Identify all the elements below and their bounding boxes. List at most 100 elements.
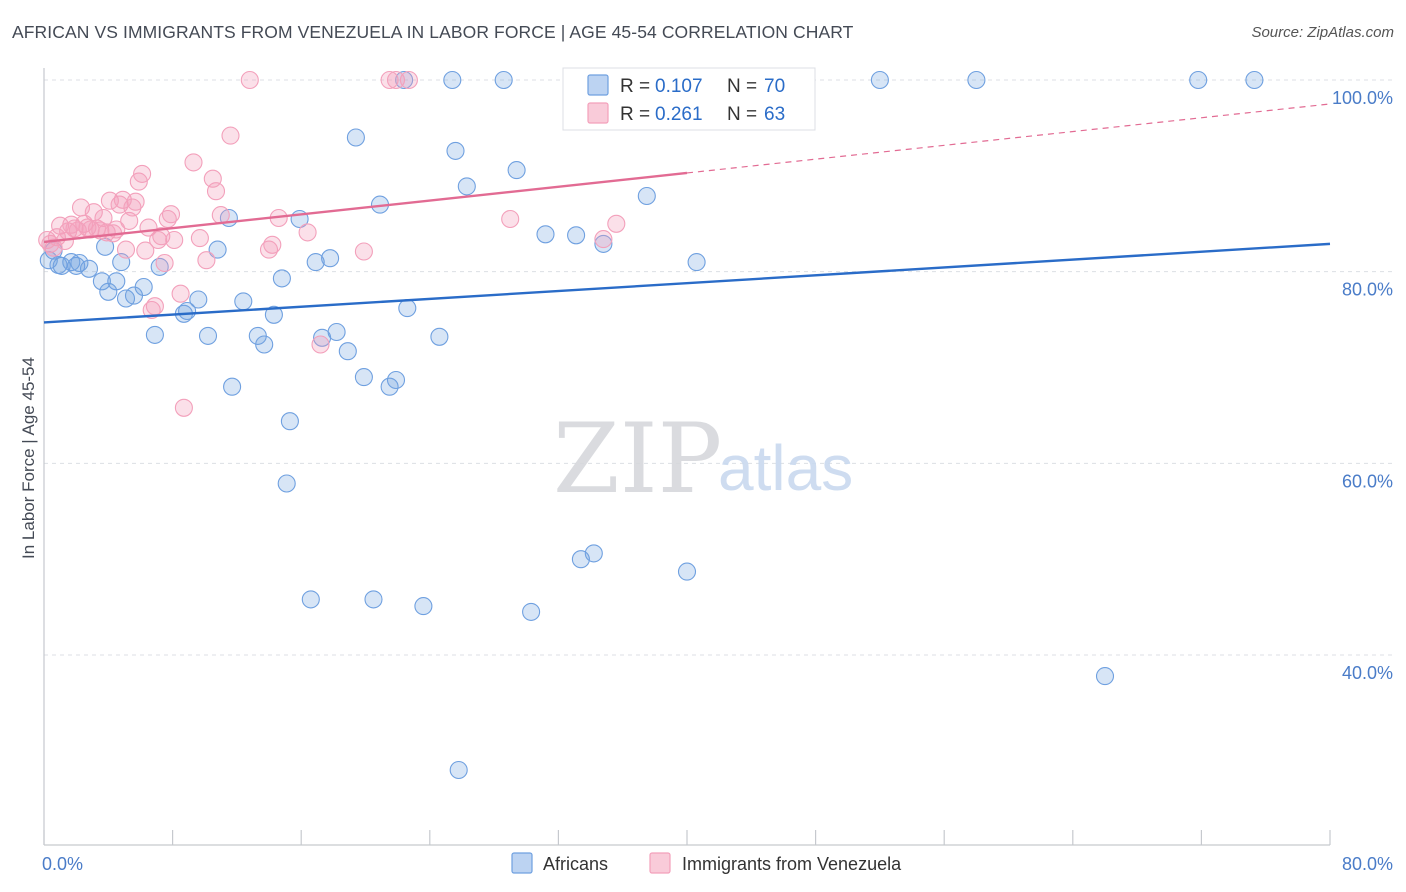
grid-lines <box>44 79 1393 656</box>
africans-point-69 <box>134 277 153 297</box>
africans-point-64 <box>1245 70 1264 90</box>
chart-title: AFRICAN VS IMMIGRANTS FROM VENEZUELA IN … <box>12 22 854 42</box>
venezuela-point-58 <box>399 70 418 90</box>
africans-point-36 <box>364 590 383 609</box>
africans-point-66 <box>49 255 68 275</box>
venezuela-point-48 <box>221 126 240 145</box>
bottom-legend-swatch-venezuela <box>649 852 671 874</box>
y-axis-title: In Labor Force | Age 45-54 <box>19 357 38 559</box>
africans-point-39 <box>386 370 406 390</box>
africans-point-50 <box>522 602 541 621</box>
legend-swatch-venezuela <box>587 102 609 124</box>
africans-point-34 <box>346 128 365 147</box>
venezuela-point-40 <box>171 284 190 303</box>
venezuela-point-59 <box>501 209 520 229</box>
x-tick-label-min: 0.0% <box>42 854 83 874</box>
africans-point-29 <box>306 253 325 272</box>
africans-point-44 <box>443 70 462 90</box>
watermark-atlas: atlas <box>718 432 853 504</box>
africans-point-47 <box>457 177 476 196</box>
africans-point-55 <box>594 234 613 253</box>
bottom-legend-venezuela: Immigrants from Venezuela <box>682 854 902 874</box>
watermark: ZIP atlas <box>553 403 853 515</box>
africans-point-16 <box>198 326 218 345</box>
africans-point-14 <box>178 301 197 321</box>
africans-point-65 <box>96 237 115 256</box>
legend-venezuela-r-label: R = <box>620 104 650 125</box>
venezuela-point-42 <box>184 153 203 172</box>
africans-point-42 <box>414 597 433 616</box>
africans-point-25 <box>280 412 299 431</box>
venezuela-point-60 <box>594 230 613 249</box>
africans-point-22 <box>255 335 274 354</box>
legend-africans-n-label: N = <box>727 76 757 97</box>
africans-point-60 <box>870 70 889 90</box>
y-tick-label-40: 40.0% <box>1342 663 1393 683</box>
venezuela-point-38 <box>161 205 181 224</box>
venezuela-point-19 <box>100 191 119 210</box>
africans-point-61 <box>967 70 986 90</box>
africans-point-32 <box>327 322 346 342</box>
y-tick-label-100: 100.0% <box>1332 88 1393 108</box>
venezuela-point-30 <box>136 241 155 260</box>
venezuela-point-25 <box>120 211 139 230</box>
venezuela-point-47 <box>211 206 230 225</box>
africans-point-67 <box>67 256 86 275</box>
africans-point-56 <box>637 186 656 206</box>
africans-point-57 <box>677 562 697 581</box>
africans-point-8 <box>107 272 126 291</box>
legend-venezuela-n-label: N = <box>727 104 757 125</box>
series-legend: Africans Immigrants from Venezuela <box>511 852 902 874</box>
bottom-legend-swatch-africans <box>511 852 533 874</box>
bottom-legend-africans: Africans <box>543 854 608 874</box>
africans-point-24 <box>272 269 291 288</box>
legend-africans-r-value: 0.107 <box>655 76 703 97</box>
trend-lines <box>43 103 1331 324</box>
africans-point-62 <box>1095 667 1115 686</box>
venezuela-point-8 <box>65 219 84 238</box>
africans-point-23 <box>264 305 283 324</box>
africans-point-19 <box>223 377 242 396</box>
stats-legend: R = 0.107 N = 70 R = 0.261 N = 63 <box>562 67 816 131</box>
venezuela-point-43 <box>190 229 209 248</box>
legend-venezuela-r-value: 0.261 <box>655 104 703 125</box>
africans-point-35 <box>354 368 373 387</box>
africans-point-58 <box>687 253 706 272</box>
africans-point-4 <box>70 253 89 273</box>
venezuela-point-26 <box>123 198 142 217</box>
venezuela-point-41 <box>174 398 193 417</box>
africans-point-48 <box>494 70 513 90</box>
africans-point-15 <box>189 290 208 309</box>
venezuela-point-50 <box>259 240 279 259</box>
africans-point-41 <box>398 299 417 318</box>
venezuela-trend-line-extension <box>686 103 1331 174</box>
africans-point-28 <box>301 590 320 609</box>
x-axis-ticks <box>43 830 1331 845</box>
y-tick-label-80: 80.0% <box>1342 280 1393 300</box>
venezuela-point-56 <box>380 70 399 90</box>
venezuela-point-46 <box>206 182 226 201</box>
venezuela-point-61 <box>607 214 626 233</box>
africans-trend-line <box>43 242 1331 324</box>
venezuela-point-29 <box>133 164 152 183</box>
venezuela-trend-line <box>43 171 688 244</box>
legend-swatch-africans <box>587 74 609 96</box>
africans-point-38 <box>380 377 399 396</box>
africans-point-54 <box>584 544 603 563</box>
venezuela-point-44 <box>197 251 216 270</box>
venezuela-point-39 <box>165 230 184 250</box>
africans-point-20 <box>234 292 253 311</box>
venezuela-point-24 <box>116 240 136 259</box>
x-tick-label-max: 80.0% <box>1342 854 1393 874</box>
venezuela-point-53 <box>298 223 317 242</box>
africans-point-52 <box>567 226 586 245</box>
africans-point-46 <box>449 760 468 780</box>
y-axis-tick-labels: 40.0% 60.0% 80.0% 100.0% <box>1332 88 1393 683</box>
source-label: Source: ZipAtlas.com <box>1251 24 1394 41</box>
venezuela-point-55 <box>354 242 373 261</box>
venezuela-point-2 <box>44 238 63 257</box>
venezuela-point-17 <box>94 208 113 228</box>
venezuela-point-27 <box>126 192 145 211</box>
legend-africans-r-label: R = <box>620 76 650 97</box>
